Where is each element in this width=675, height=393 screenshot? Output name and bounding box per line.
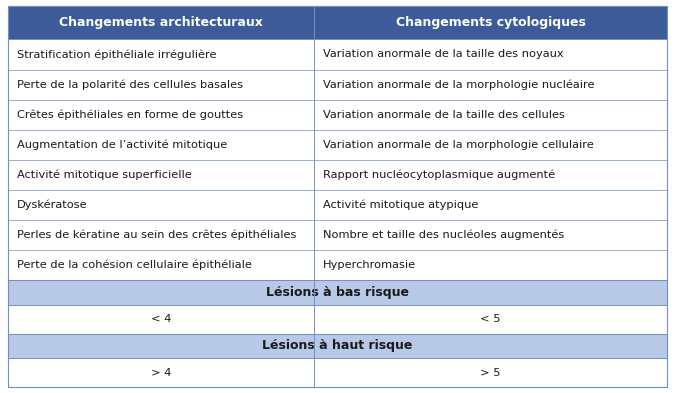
Text: < 5: < 5	[481, 314, 501, 324]
Text: Variation anormale de la morphologie nucléaire: Variation anormale de la morphologie nuc…	[323, 79, 595, 90]
Text: Stratification épithéliale irrégulière: Stratification épithéliale irrégulière	[17, 49, 216, 60]
Bar	[8, 160, 315, 190]
Text: Augmentation de l’activité mitotique: Augmentation de l’activité mitotique	[17, 140, 227, 150]
Text: Nombre et taille des nucléoles augmentés: Nombre et taille des nucléoles augmentés	[323, 230, 564, 240]
Text: Variation anormale de la taille des cellules: Variation anormale de la taille des cell…	[323, 110, 565, 119]
Bar	[8, 334, 667, 358]
Text: Hyperchromasie: Hyperchromasie	[323, 260, 416, 270]
Bar	[8, 220, 315, 250]
Bar	[315, 6, 667, 39]
Bar	[8, 70, 315, 99]
Text: Activité mitotique superficielle: Activité mitotique superficielle	[17, 169, 192, 180]
Bar	[315, 39, 667, 70]
Text: < 4: < 4	[151, 314, 171, 324]
Text: Dyskératose: Dyskératose	[17, 200, 87, 210]
Bar	[8, 99, 315, 130]
Text: Perte de la cohésion cellulaire épithéliale: Perte de la cohésion cellulaire épithéli…	[17, 260, 252, 270]
Text: Perles de kératine au sein des crêtes épithéliales: Perles de kératine au sein des crêtes ép…	[17, 230, 296, 240]
Text: Variation anormale de la taille des noyaux: Variation anormale de la taille des noya…	[323, 50, 564, 59]
Bar	[315, 190, 667, 220]
Bar	[8, 130, 315, 160]
Text: Perte de la polarité des cellules basales: Perte de la polarité des cellules basale…	[17, 79, 243, 90]
Bar	[315, 99, 667, 130]
Text: > 4: > 4	[151, 367, 171, 378]
Bar	[315, 130, 667, 160]
Bar	[315, 220, 667, 250]
Text: Rapport nucléocytoplasmique augmenté: Rapport nucléocytoplasmique augmenté	[323, 169, 556, 180]
Bar	[8, 305, 667, 334]
Bar	[315, 160, 667, 190]
Text: > 5: > 5	[481, 367, 501, 378]
Bar	[8, 39, 315, 70]
Text: Lésions à haut risque: Lésions à haut risque	[263, 339, 412, 352]
Text: Variation anormale de la morphologie cellulaire: Variation anormale de la morphologie cel…	[323, 140, 594, 150]
Bar	[8, 280, 667, 305]
Text: Lésions à bas risque: Lésions à bas risque	[266, 286, 409, 299]
Text: Crêtes épithéliales en forme de gouttes: Crêtes épithéliales en forme de gouttes	[17, 109, 243, 120]
Bar	[8, 250, 315, 280]
Bar	[8, 358, 667, 387]
Text: Activité mitotique atypique: Activité mitotique atypique	[323, 200, 479, 210]
Bar	[8, 6, 315, 39]
Bar	[315, 250, 667, 280]
Bar	[315, 70, 667, 99]
Text: Changements cytologiques: Changements cytologiques	[396, 16, 586, 29]
Text: Changements architecturaux: Changements architecturaux	[59, 16, 263, 29]
Bar	[8, 190, 315, 220]
